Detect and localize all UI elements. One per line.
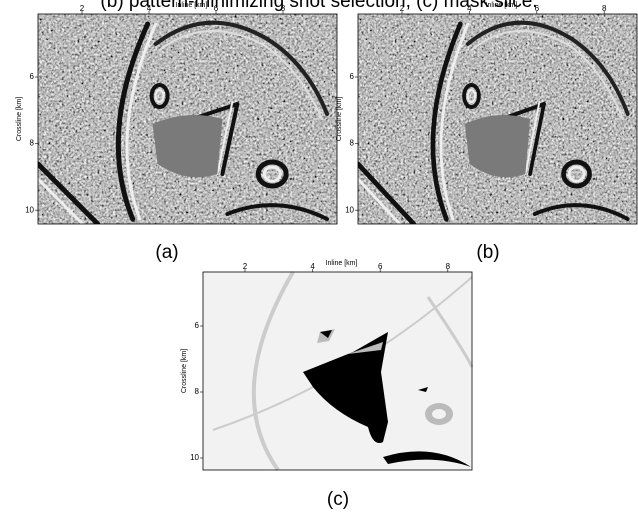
y-axis-label: Crossline [km] [16,97,23,141]
panel-label: (b) [476,242,499,263]
y-tick-label: 10 [190,453,199,462]
mask-image [203,272,472,470]
y-tick-label: 10 [25,205,34,214]
panel-label: (c) [327,489,349,510]
y-axis-label: Crossline [km] [336,97,343,141]
x-tick-label: 8 [281,4,286,13]
panel-label: (a) [155,242,178,263]
y-tick-label: 8 [195,387,200,396]
y-tick-label: 10 [345,205,354,214]
seismic-image [358,14,637,224]
x-tick-label: 4 [310,262,315,271]
figure: (b) pattern-minimizing shot selection, (… [0,0,638,512]
x-tick-label: 8 [602,4,607,13]
x-tick-label: 6 [378,262,383,271]
y-tick-label: 6 [30,72,35,81]
caption: (b) pattern-minimizing shot selection, (… [100,0,537,12]
x-tick-label: 4 [467,4,472,13]
x-axis-label: Inline [km] [176,2,208,9]
y-tick-label: 6 [350,72,355,81]
seismic-image [38,14,337,224]
x-axis-label: Inline [km] [326,260,358,267]
y-axis-label: Crossline [km] [181,349,188,393]
x-tick-label: 2 [243,262,248,271]
x-tick-label: 8 [446,262,451,271]
mask-region [432,409,446,419]
x-tick-label: 6 [214,4,219,13]
x-tick-label: 4 [147,4,152,13]
x-tick-label: 6 [535,4,540,13]
y-tick-label: 8 [350,139,355,148]
x-axis-label: Inline [km] [486,2,518,9]
x-tick-label: 2 [80,4,85,13]
x-tick-label: 2 [400,4,405,13]
y-tick-label: 6 [195,321,200,330]
y-tick-label: 8 [30,139,35,148]
